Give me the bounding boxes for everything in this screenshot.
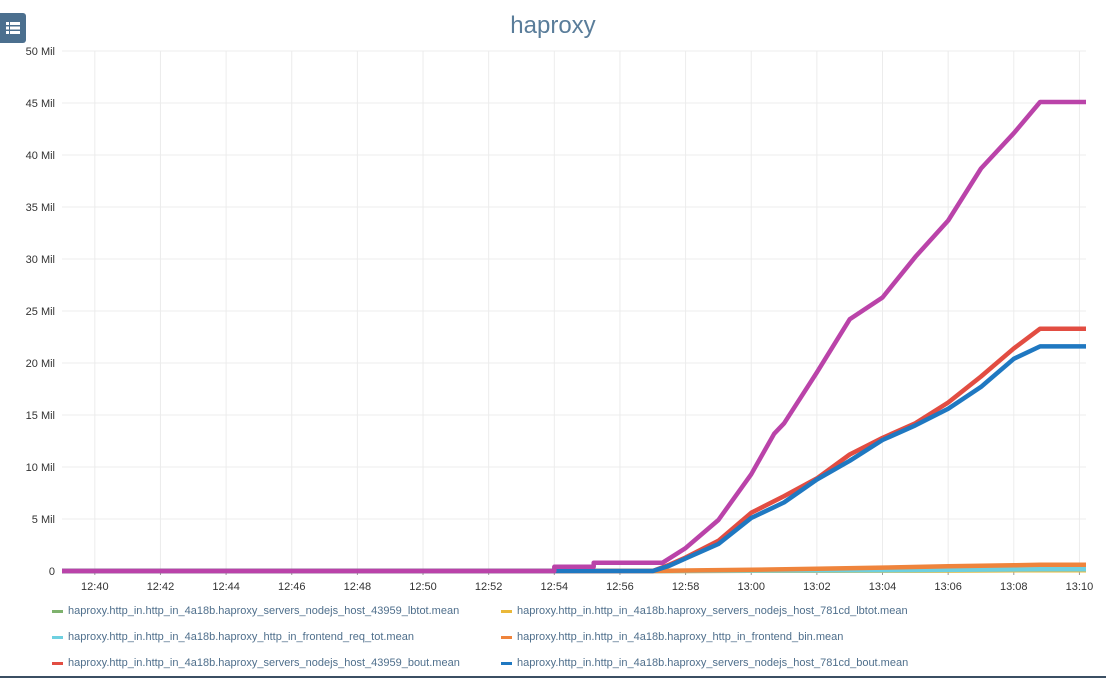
- legend-label: haproxy.http_in.http_in_4a18b.haproxy_se…: [68, 657, 460, 669]
- chart-title: haproxy: [510, 12, 596, 39]
- x-tick-label: 12:52: [475, 581, 503, 593]
- bottom-divider: [0, 676, 1106, 678]
- legend-item[interactable]: haproxy.http_in.http_in_4a18b.haproxy_se…: [52, 655, 501, 671]
- x-tick-label: 13:10: [1066, 581, 1094, 593]
- y-tick-label: 30 Mil: [26, 254, 55, 266]
- y-tick-label: 5 Mil: [32, 514, 55, 526]
- x-tick-label: 12:48: [344, 581, 372, 593]
- y-tick-label: 45 Mil: [26, 98, 55, 110]
- series-line-haproxy_http_in_frontend_bin: [62, 562, 1086, 574]
- x-tick-label: 13:04: [869, 581, 897, 593]
- legend-swatch: [501, 661, 512, 665]
- legend-item[interactable]: haproxy.http_in.http_in_4a18b.haproxy_se…: [501, 655, 1021, 671]
- x-tick-label: 12:42: [147, 581, 175, 593]
- legend-label: haproxy.http_in.http_in_4a18b.haproxy_se…: [68, 605, 460, 617]
- x-tick-label: 12:56: [606, 581, 634, 593]
- x-tick-label: 13:02: [803, 581, 831, 593]
- y-tick-label: 35 Mil: [26, 202, 55, 214]
- legend-label: haproxy.http_in.http_in_4a18b.haproxy_se…: [517, 605, 908, 617]
- legend-swatch: [52, 609, 63, 613]
- panel-menu-button[interactable]: [0, 13, 26, 43]
- chart-legend: haproxy.http_in.http_in_4a18b.haproxy_se…: [52, 603, 1092, 671]
- x-tick-label: 12:50: [409, 581, 437, 593]
- legend-swatch: [52, 635, 63, 639]
- y-tick-label: 50 Mil: [26, 46, 55, 58]
- x-tick-label: 12:54: [541, 581, 569, 593]
- x-tick-label: 12:58: [672, 581, 700, 593]
- series-line-haproxy_servers_nodejs_host_781cd_bout: [62, 344, 1086, 574]
- y-tick-label: 20 Mil: [26, 358, 55, 370]
- x-tick-label: 13:08: [1000, 581, 1028, 593]
- line-chart: 0 5 Mil 10 Mil 15 Mil 20 Mil 25 Mil 30 Mil 35 M…: [26, 46, 1094, 593]
- legend-item[interactable]: haproxy.http_in.http_in_4a18b.haproxy_se…: [52, 603, 501, 619]
- legend-swatch: [52, 661, 63, 665]
- x-tick-label: 13:00: [737, 581, 765, 593]
- x-tick-label: 12:44: [212, 581, 240, 593]
- series-line-unlabeled: [62, 99, 1086, 574]
- legend-item[interactable]: haproxy.http_in.http_in_4a18b.haproxy_ht…: [52, 629, 501, 645]
- y-tick-label: 40 Mil: [26, 150, 55, 162]
- y-tick-label: 25 Mil: [26, 306, 55, 318]
- legend-label: haproxy.http_in.http_in_4a18b.haproxy_se…: [517, 657, 909, 669]
- series-line-haproxy_servers_nodejs_host_43959_bout: [62, 326, 1086, 574]
- legend-swatch: [501, 635, 512, 639]
- x-tick-label: 12:46: [278, 581, 306, 593]
- y-tick-label: 10 Mil: [26, 462, 55, 474]
- x-tick-label: 12:40: [81, 581, 109, 593]
- list-icon: [6, 22, 20, 34]
- legend-swatch: [501, 609, 512, 613]
- x-tick-label: 13:06: [934, 581, 962, 593]
- legend-label: haproxy.http_in.http_in_4a18b.haproxy_ht…: [68, 631, 414, 643]
- legend-label: haproxy.http_in.http_in_4a18b.haproxy_ht…: [517, 631, 844, 643]
- legend-item[interactable]: haproxy.http_in.http_in_4a18b.haproxy_se…: [501, 603, 1021, 619]
- legend-item[interactable]: haproxy.http_in.http_in_4a18b.haproxy_ht…: [501, 629, 1021, 645]
- y-tick-label: 15 Mil: [26, 410, 55, 422]
- y-tick-label: 0: [49, 566, 55, 578]
